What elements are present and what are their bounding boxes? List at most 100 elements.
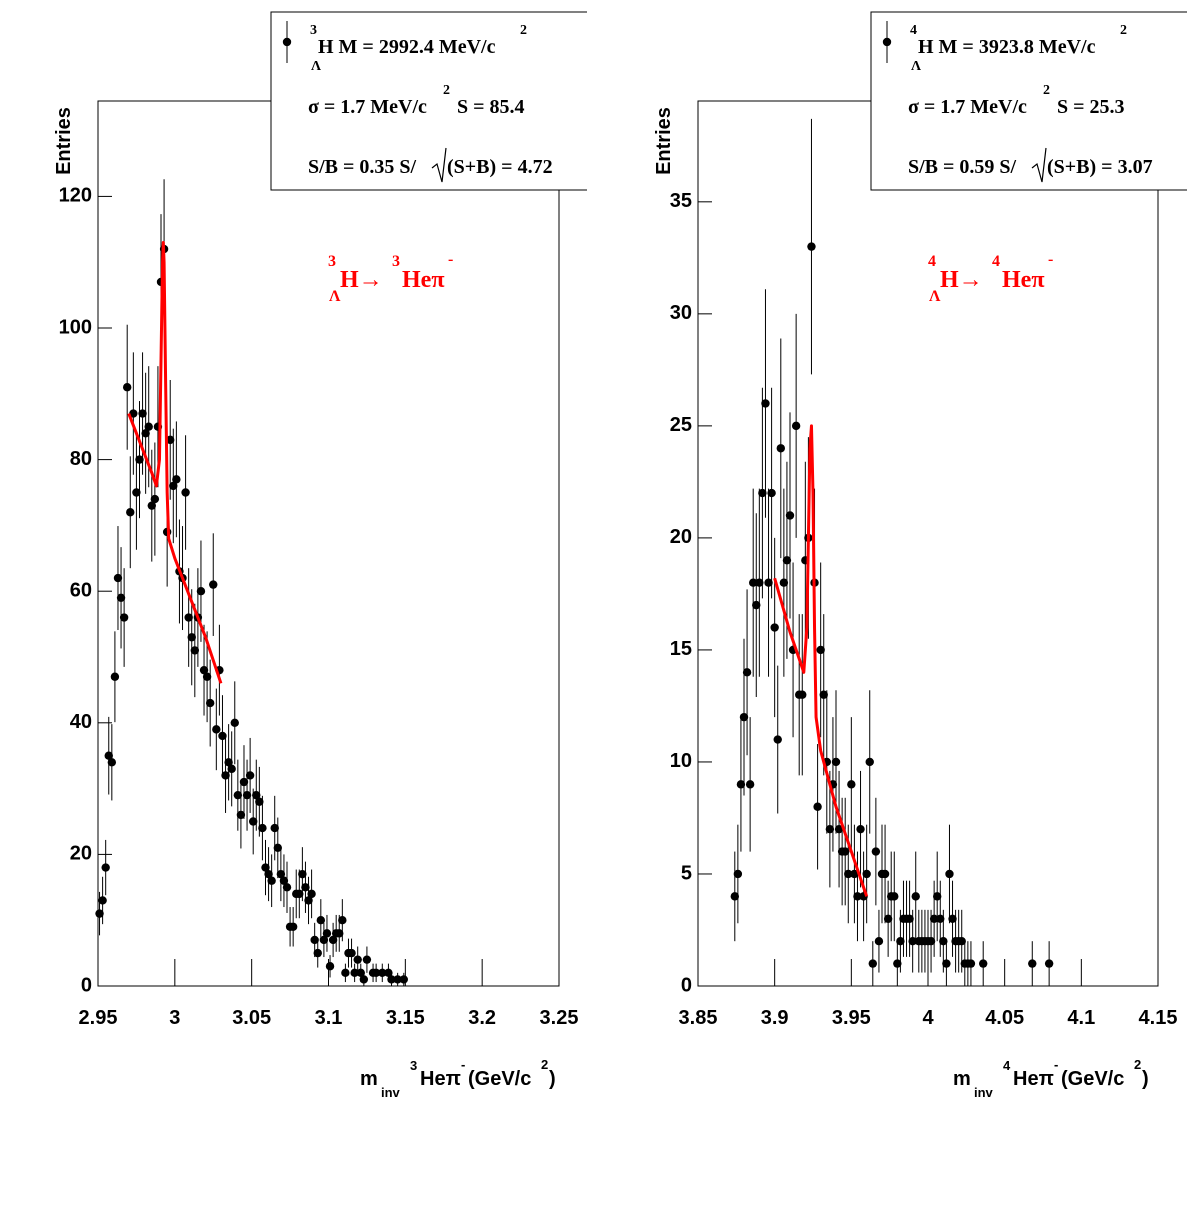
- data-point: [908, 936, 917, 946]
- data-point: [911, 892, 920, 901]
- x-axis-label: Heπ: [1013, 1068, 1054, 1090]
- x-axis-label: -: [461, 1057, 465, 1072]
- x-axis-label: 2: [1134, 1057, 1141, 1072]
- data-point: [791, 421, 801, 431]
- x-tick-label: 3.2: [468, 1007, 496, 1029]
- data-point: [221, 771, 230, 780]
- x-tick-label: 4: [922, 1007, 934, 1029]
- data-point: [865, 757, 874, 767]
- legend-marker: [282, 37, 292, 47]
- annotation: Λ: [929, 288, 941, 305]
- annotation: H→: [940, 267, 983, 293]
- legend-text: 4: [910, 23, 917, 38]
- data-point: [270, 823, 279, 833]
- data-point: [119, 613, 129, 622]
- y-tick-label: 60: [70, 579, 92, 601]
- data-point: [755, 578, 764, 587]
- data-point: [893, 959, 902, 968]
- data-point: [126, 508, 135, 517]
- data-point: [224, 758, 233, 767]
- data-point: [236, 810, 246, 820]
- annotation: 3: [392, 253, 400, 270]
- data-point: [227, 764, 236, 774]
- x-axis-label: inv: [381, 1085, 401, 1100]
- data-point: [282, 883, 292, 892]
- data-point: [245, 771, 255, 780]
- legend-border: [870, 11, 1187, 191]
- legend-background: [871, 12, 1187, 190]
- y-tick-label: 35: [670, 190, 692, 212]
- data-point: [942, 959, 951, 968]
- x-tick-label: 3.05: [232, 1007, 271, 1029]
- legend-border: [270, 11, 587, 191]
- data-point: [101, 863, 110, 872]
- data-point: [353, 955, 362, 964]
- legend-marker: [882, 37, 892, 47]
- data-point: [141, 429, 150, 438]
- legend-text: 2: [1120, 23, 1127, 38]
- data-point: [202, 672, 212, 681]
- data-point: [307, 889, 316, 899]
- data-point: [110, 672, 120, 681]
- y-tick-label: 100: [59, 316, 92, 338]
- x-tick-label: 3.85: [679, 1007, 718, 1029]
- data-point: [316, 916, 326, 925]
- data-point: [850, 869, 859, 879]
- fit-curve: [127, 240, 223, 684]
- data-point: [205, 698, 215, 708]
- x-tick-label: 3.25: [540, 1007, 579, 1029]
- data-point: [880, 869, 890, 879]
- data-point: [761, 399, 770, 408]
- data-point: [187, 633, 196, 642]
- data-point: [338, 916, 347, 925]
- data-point: [785, 511, 795, 520]
- data-point: [733, 869, 743, 879]
- data-point: [319, 935, 329, 945]
- data-point: [147, 501, 156, 510]
- data-point: [736, 780, 746, 789]
- data-point: [328, 935, 338, 945]
- data-point: [129, 409, 138, 418]
- data-point: [819, 690, 828, 699]
- data-point: [739, 712, 749, 722]
- data-point: [798, 690, 807, 699]
- x-axis-label: Heπ: [420, 1068, 461, 1090]
- data-point: [255, 797, 264, 806]
- x-tick-label: 2.95: [79, 1007, 118, 1029]
- legend-text: σ = 1.7 MeV/c: [308, 96, 427, 118]
- x-tick-label: 4.05: [985, 1007, 1024, 1029]
- x-axis-label: (GeV/c: [468, 1068, 531, 1090]
- x-axis-label: ): [1142, 1068, 1149, 1090]
- legend-text: S/B = 0.59 S/: [908, 156, 1017, 178]
- data-point: [313, 948, 322, 958]
- data-point: [770, 623, 779, 632]
- annotation: -: [1048, 251, 1053, 268]
- data-point: [362, 955, 372, 964]
- data-point: [847, 780, 856, 789]
- data-point: [356, 968, 365, 978]
- data-point: [279, 876, 289, 885]
- data-point: [929, 914, 939, 923]
- y-tick-label: 15: [670, 638, 692, 660]
- data-point: [831, 757, 841, 767]
- x-tick-label: 3: [169, 1007, 180, 1029]
- data-point: [184, 613, 193, 622]
- data-point: [393, 975, 402, 984]
- data-point: [874, 936, 884, 946]
- data-point: [939, 936, 948, 946]
- data-point: [758, 488, 767, 498]
- data-point: [979, 959, 988, 968]
- data-point: [957, 936, 966, 946]
- data-point: [371, 968, 381, 978]
- panel: 0 20 40 60 80 100 120 2.95 3 3.05 3.1 3.15 3.2 3.25 En…: [53, 11, 587, 1100]
- x-tick-label: 3.9: [761, 1007, 789, 1029]
- data-point: [813, 802, 822, 811]
- legend-text: S = 85.4: [457, 96, 525, 118]
- fit-curve: [773, 424, 869, 897]
- data-point: [890, 892, 899, 901]
- y-tick-label: 5: [681, 862, 692, 884]
- data-point: [749, 578, 758, 587]
- legend-text: H M = 2992.4 MeV/c: [318, 36, 496, 58]
- data-point: [341, 968, 350, 978]
